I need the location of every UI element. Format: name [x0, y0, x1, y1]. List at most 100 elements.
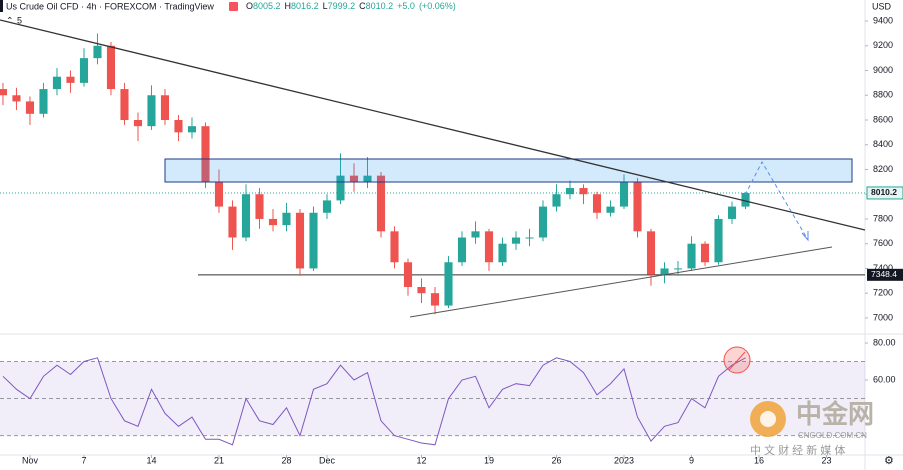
y-tick-label: 8600: [873, 114, 893, 124]
x-tick-label: 2023: [614, 455, 634, 465]
candle-body: [106, 45, 116, 90]
candle-body: [376, 175, 386, 232]
y-tick-label: 7800: [873, 213, 893, 223]
forecast-arrow: [801, 231, 809, 242]
candle-body: [430, 293, 440, 306]
x-tick-label: 28: [281, 455, 291, 465]
candle-body: [714, 218, 723, 263]
rsi-tick-label: 80.00: [873, 337, 896, 347]
x-tick-label: 19: [484, 455, 494, 465]
x-tick-label: Dec: [319, 455, 336, 465]
candle-body: [646, 231, 656, 275]
candle-body: [282, 212, 291, 226]
status-icon[interactable]: [229, 2, 238, 11]
last-price-label: 8010.2: [871, 187, 897, 197]
candle-body: [214, 181, 224, 207]
x-tick-label: 14: [146, 455, 156, 465]
x-tick-label: 21: [214, 455, 224, 465]
candle-body: [579, 188, 588, 195]
x-tick-label: 12: [416, 455, 426, 465]
ohlc-header: O8005.2 H8016.2 L7999.2 C8010.2 +5.0 (+0.06%): [246, 1, 456, 11]
candle-body: [619, 181, 629, 207]
x-tick-label: 16: [754, 455, 764, 465]
candle-body: [390, 231, 399, 263]
change: +5.0: [397, 1, 415, 11]
y-tick-label: 7600: [873, 238, 893, 248]
candle-body: [228, 206, 237, 238]
support-line: [409, 246, 833, 318]
y-tick-label: 8400: [873, 139, 893, 149]
currency-label: USD: [872, 1, 892, 11]
ohlc-value: 8016.2: [291, 1, 319, 11]
rsi-highlight: [723, 346, 751, 374]
x-tick-label: 26: [551, 455, 561, 465]
candle-body: [471, 231, 480, 238]
plot-area: 7000720074007600780080008200840086008800…: [0, 15, 903, 465]
candle-body: [133, 119, 143, 127]
ohlc-key: L: [323, 1, 328, 11]
chart-title: Us Crude Oil CFD · 4h · FOREXCOM · Tradi…: [6, 1, 214, 11]
candle-body: [363, 175, 372, 182]
candle-body: [322, 200, 332, 213]
ohlc-value: 8005.2: [253, 1, 281, 11]
rsi-tick-label: 60.00: [873, 374, 896, 384]
candle-body: [727, 206, 737, 219]
candle-body: [174, 119, 183, 133]
y-tick-label: 9200: [873, 40, 893, 50]
candle-body: [403, 262, 413, 287]
candle-body: [484, 231, 494, 263]
settings-icon[interactable]: ⚙: [884, 455, 894, 467]
candle-body: [120, 89, 129, 120]
candle-body: [12, 95, 21, 102]
rsi-line: [2, 357, 746, 446]
candle-body: [673, 268, 683, 270]
watermark: 中金网 CNGOLD.COM.CN 中 文 财 经 新 媒 体: [750, 399, 874, 457]
change: (+0.06%): [419, 1, 456, 11]
candle-body: [25, 101, 35, 114]
candle-body: [255, 194, 264, 219]
level-box: [867, 268, 903, 281]
x-tick-label: 7: [81, 455, 86, 465]
candle-body: [700, 243, 710, 263]
candle-body: [633, 181, 642, 232]
watermark-logo-text: 中金网: [796, 399, 874, 429]
drawings: [0, 19, 866, 374]
candle-body: [417, 286, 426, 294]
candle-body: [741, 192, 750, 207]
candle-body: [295, 212, 305, 269]
y-tick-label: 9400: [873, 15, 893, 25]
candle-body: [660, 268, 669, 275]
y-tick-label: 8800: [873, 90, 893, 100]
candle-body: [241, 194, 251, 238]
y-tick-label: 7400: [873, 263, 893, 273]
candle-body: [457, 237, 467, 263]
candle-body: [336, 175, 345, 201]
x-tick-label: 9: [689, 455, 694, 465]
rsi-highlight-line: [728, 351, 746, 371]
candle-body: [565, 188, 575, 195]
candle-body: [498, 243, 507, 263]
y-tick-label: 7200: [873, 288, 893, 298]
ohlc-value: 7999.2: [328, 1, 356, 11]
collapse-icon[interactable]: ⌃: [6, 15, 14, 25]
x-tick-label: 23: [822, 455, 832, 465]
x-tick-label: Nov: [22, 455, 39, 465]
candle-body: [444, 262, 453, 306]
ohlc-key: C: [359, 1, 366, 11]
watermark-logo-inner: [760, 411, 776, 427]
candle-body: [511, 237, 521, 244]
forecast-path: [744, 160, 809, 241]
candle-body: [687, 243, 696, 269]
ohlc-key: H: [285, 1, 292, 11]
candle-body: [79, 58, 89, 83]
candle-body: [592, 194, 602, 213]
watermark-site: CNGOLD.COM.CN: [798, 431, 867, 440]
candle-body: [160, 95, 170, 120]
candle-body: [147, 95, 156, 127]
candle-body: [268, 218, 278, 226]
candle-body: [66, 76, 75, 83]
y-tick-label: 7000: [873, 312, 893, 322]
candle-body: [201, 126, 210, 182]
header-mark: [0, 0, 3, 12]
